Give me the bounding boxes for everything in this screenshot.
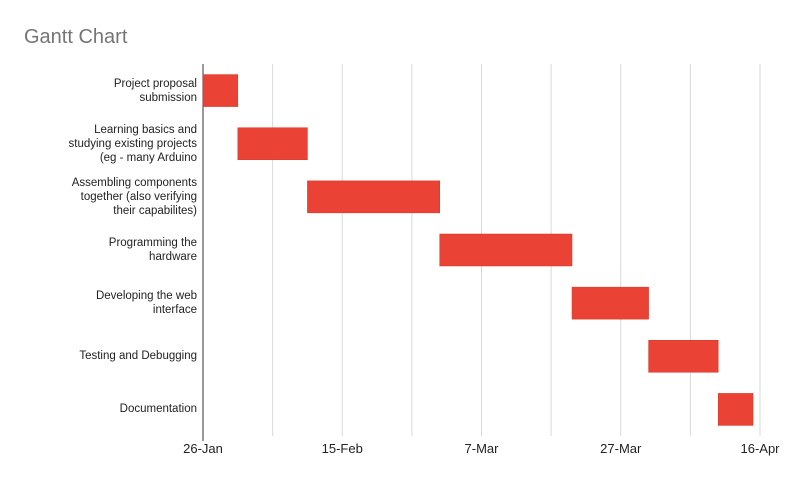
task-label: Documentation <box>119 403 197 416</box>
task-label: Developing the web interface <box>95 290 197 317</box>
task-label: Testing and Debugging <box>79 350 197 363</box>
task-label: Learning basics and studying existing pr… <box>68 123 197 164</box>
task-bar <box>237 127 308 160</box>
task-bar <box>571 286 649 320</box>
task-bar <box>648 340 719 373</box>
x-tick-label: 27-Mar <box>600 441 642 456</box>
task-label: Programming the hardware <box>108 237 197 263</box>
task-label: Assembling components together (also ver… <box>71 176 197 217</box>
task-bar <box>202 74 239 107</box>
x-tick-label: 16-Apr <box>740 441 780 456</box>
chart-title: Gantt Chart <box>24 26 128 48</box>
task-bar <box>439 233 573 267</box>
task-bar <box>717 393 754 426</box>
task-label: Project proposal submission <box>113 77 197 104</box>
x-tick-label: 15-Feb <box>322 441 363 456</box>
task-bar <box>307 180 440 214</box>
x-tick-label: 26-Jan <box>183 441 223 456</box>
x-tick-label: 7-Mar <box>465 441 500 456</box>
